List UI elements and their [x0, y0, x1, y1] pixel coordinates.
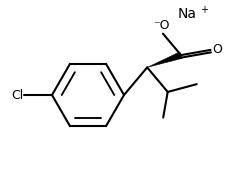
Polygon shape [147, 52, 182, 68]
Text: +: + [200, 5, 208, 15]
Text: Cl: Cl [11, 88, 23, 102]
Text: Na: Na [178, 7, 197, 21]
Text: ⁻O: ⁻O [153, 19, 169, 32]
Text: O: O [212, 43, 222, 56]
